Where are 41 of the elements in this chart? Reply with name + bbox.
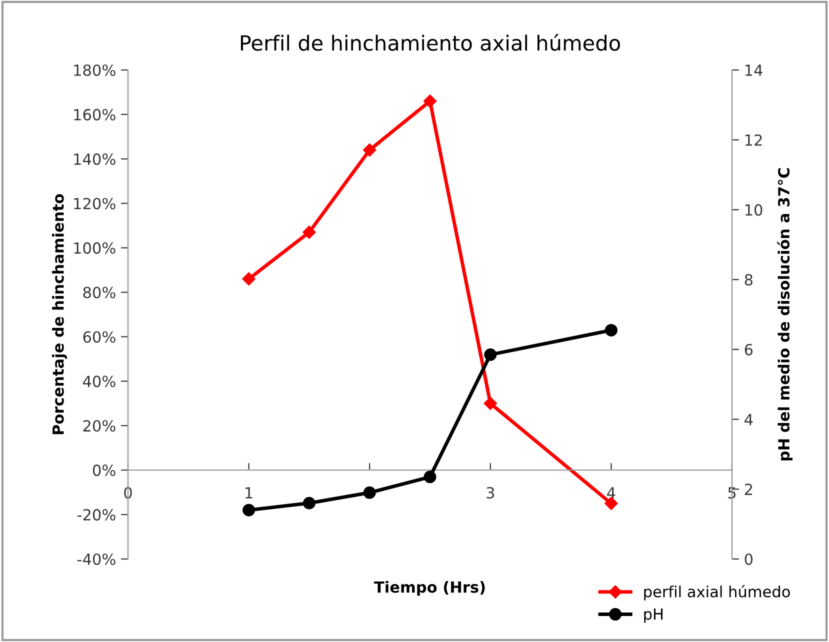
chart-title: Perfil de hinchamiento axial húmedo xyxy=(240,34,620,51)
x-tick-label: 4 xyxy=(607,487,616,498)
x-tick-label: 1 xyxy=(246,487,252,498)
y2-axis-title: pH del medio de disolución a 37°C xyxy=(777,168,793,460)
y2-tick-label: 8 xyxy=(744,274,752,286)
point xyxy=(604,324,618,336)
y-tick-label: 60% xyxy=(83,331,116,343)
y-tick-label: 0% xyxy=(92,464,116,476)
y2-tick-label: 4 xyxy=(744,414,753,426)
point xyxy=(424,470,436,484)
point xyxy=(423,94,437,108)
point xyxy=(242,504,256,516)
legend-label: pH xyxy=(644,608,663,623)
y2-tick-label: 14 xyxy=(745,64,762,76)
y-tick-label: 20% xyxy=(83,420,116,432)
y-tick-label: 180% xyxy=(74,64,116,76)
y2-tick-label: 6 xyxy=(744,344,753,356)
point xyxy=(604,496,618,510)
y-tick-label: 40% xyxy=(82,376,116,388)
y2-tick-label: 2 xyxy=(744,484,752,495)
legend-label: perfil axial húmedo xyxy=(644,584,790,600)
point xyxy=(363,486,376,499)
x-axis-title: Tiempo (Hrs) xyxy=(374,581,485,596)
y-tick-label: 140% xyxy=(74,153,116,165)
point xyxy=(363,143,376,157)
y-tick-label: -40% xyxy=(77,553,116,566)
y-tick-label: 100% xyxy=(74,242,116,254)
point xyxy=(242,272,256,286)
point xyxy=(484,348,497,361)
y-tick-label: 160% xyxy=(74,108,116,120)
y2-tick-label: 12 xyxy=(745,134,762,146)
y-tick-label: -20% xyxy=(77,509,116,521)
y-tick-label: 80% xyxy=(83,286,116,298)
point xyxy=(484,396,497,410)
point xyxy=(302,496,316,510)
y2-tick-label: 10 xyxy=(745,204,762,216)
y-axis-title: Porcentaje de hinchamiento xyxy=(52,194,67,434)
y2-tick-label: 0 xyxy=(744,553,753,566)
y-tick-label: 120% xyxy=(74,198,116,210)
x-tick-label: 3 xyxy=(486,487,494,499)
point xyxy=(302,226,316,239)
